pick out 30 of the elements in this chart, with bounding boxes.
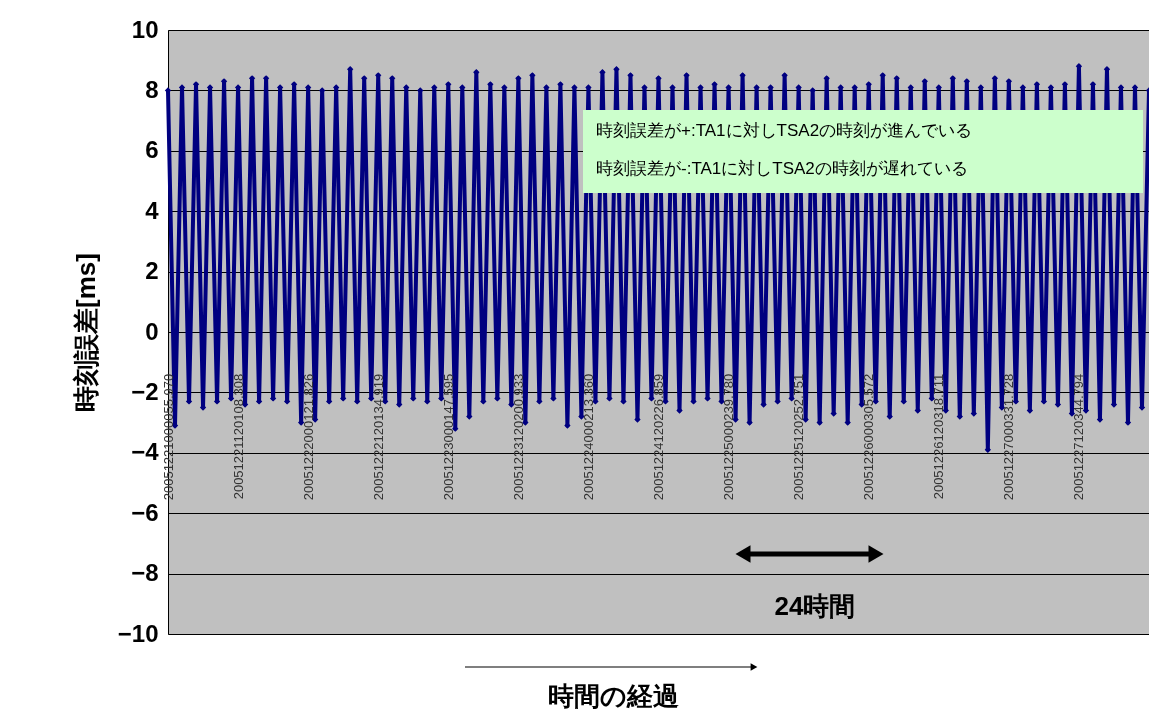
x-tick-label: 20051225120252.751 [791,373,807,501]
x-tick-label: 20051227000331.728 [1001,373,1017,501]
x-tick-label: 20051223120200.933 [510,373,526,501]
x-tick-label: 20051221120108.308 [230,373,246,500]
y-tick-label: −4 [131,438,160,466]
y-tick-label: 4 [145,196,160,224]
x-tick-label: 20051226000305.572 [861,373,877,501]
x-tick-label: 20051224000213.360 [580,373,596,501]
annotation: 24時間 [774,591,856,621]
y-tick-label: −6 [131,498,159,526]
x-tick-label: 20051221000055.970 [160,373,176,501]
y-tick-label: 2 [145,257,159,285]
y-axis-title: 時刻誤差[ms] [70,253,101,412]
annotation: 時刻誤差が-:TA1に対しTSA2の時刻が遅れている [596,159,968,178]
x-tick-label: 20051222120134.919 [370,373,386,501]
x-tick-label: 20051227120344.794 [1071,373,1087,501]
x-axis-title: 時間の経過 [547,681,679,711]
y-tick-label: −10 [117,619,159,647]
x-tick-label: 20051223000147.595 [440,373,456,501]
x-tick-label: 20051224120226.859 [651,373,666,501]
y-tick-label: −2 [131,377,159,405]
y-tick-label: 6 [145,136,159,164]
annotation: 時刻誤差が+:TA1に対しTSA2の時刻が進んでいる [596,121,973,140]
x-tick-label: 20051226120318.711 [931,373,947,500]
y-tick-label: 0 [145,317,159,345]
y-tick-label: 10 [131,15,159,43]
x-tick-label: 20051225000239.780 [721,373,737,501]
x-tick-label: 20051222000121.826 [300,373,316,501]
y-tick-label: 8 [145,75,159,103]
y-tick-label: −8 [131,559,159,587]
